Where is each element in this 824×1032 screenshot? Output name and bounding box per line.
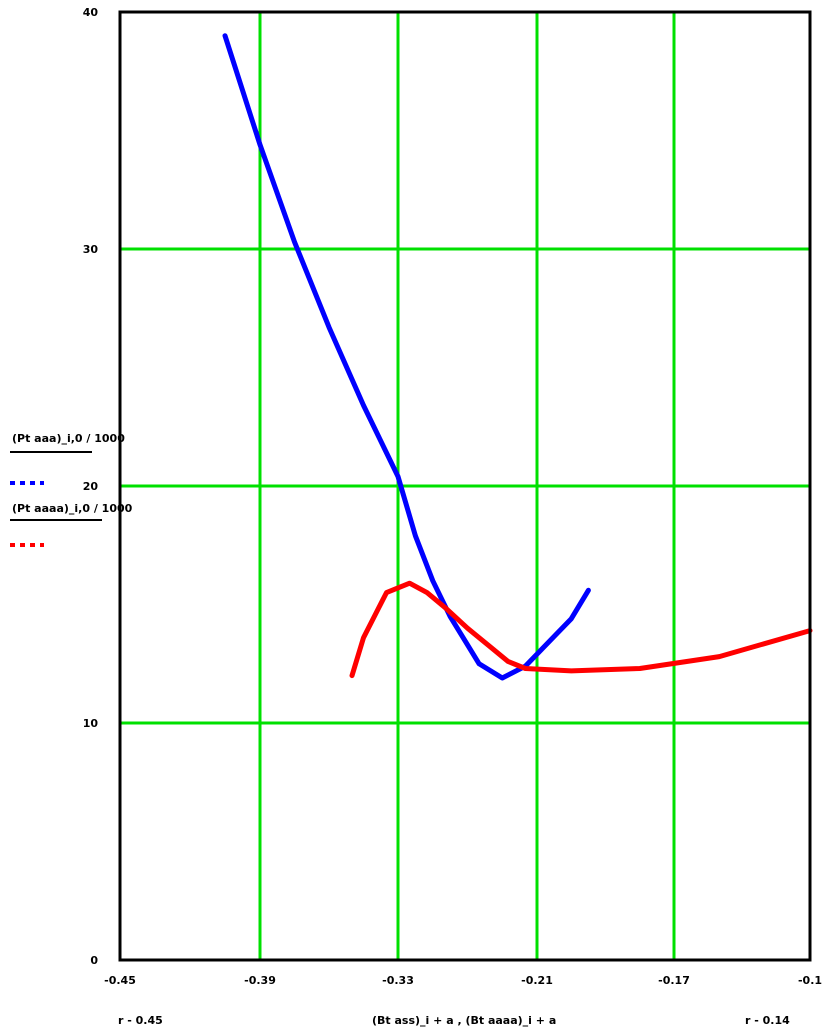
y-label-series1-numerator: (Pt aaa)_i,0 / 1000	[12, 432, 125, 445]
x-tick-label: -0.17	[658, 974, 690, 987]
y-tick-label: 20	[83, 480, 99, 493]
y-label-series2-numerator: (Pt aaaa)_i,0 / 1000	[12, 502, 133, 515]
y-axis-label-series2: (Pt aaaa)_i,0 / 1000	[10, 502, 133, 547]
tick-labels: -0.45 -0.39 -0.33 -0.21 -0.17 -0.1 0 10 20 30 40	[83, 6, 822, 987]
x-tick-label: -0.21	[521, 974, 553, 987]
plot-frame	[118, 10, 812, 962]
y-axis-label-series1: (Pt aaa)_i,0 / 1000	[10, 432, 125, 485]
y-tick-label: 10	[83, 717, 99, 730]
x-tick-label: -0.45	[104, 974, 136, 987]
x-axis-right-label: r - 0.14	[745, 1014, 790, 1027]
x-tick-label: -0.39	[244, 974, 276, 987]
series-layer	[222, 33, 813, 681]
x-axis-title: (Bt ass)_i + a , (Bt aaaa)_i + a	[372, 1014, 556, 1027]
series-line-2	[349, 580, 813, 679]
x-tick-label: -0.33	[382, 974, 414, 987]
y-tick-label: 0	[90, 954, 98, 967]
series-line-1	[222, 33, 591, 681]
x-axis-left-label: r - 0.45	[118, 1014, 163, 1027]
y-tick-label: 40	[83, 6, 99, 19]
x-tick-label: -0.1	[798, 974, 822, 987]
y-tick-label: 30	[83, 243, 99, 256]
grid	[120, 12, 810, 960]
